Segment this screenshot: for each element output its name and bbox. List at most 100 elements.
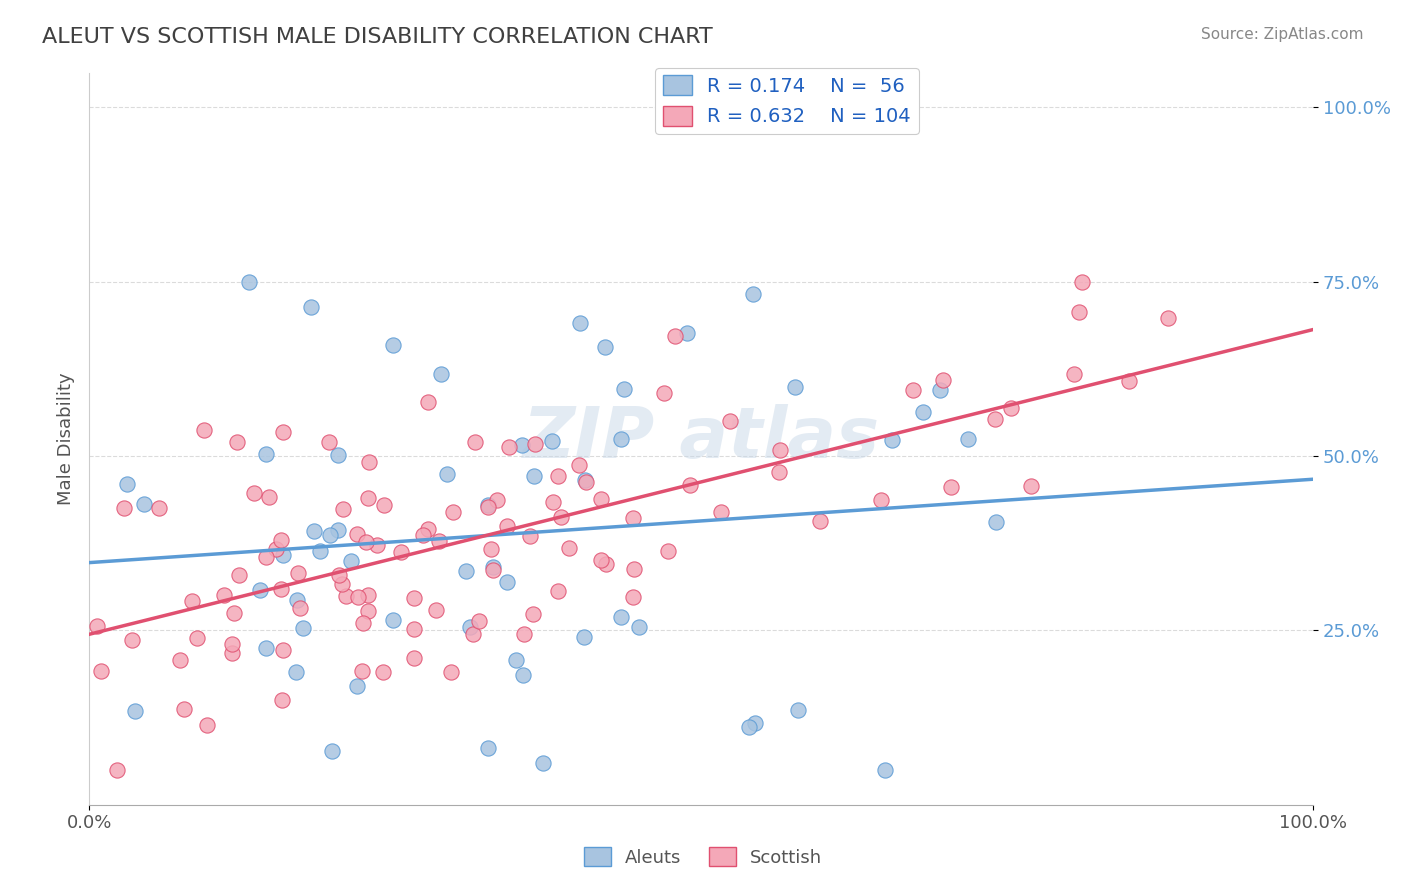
Point (318, 434, 340, 449)
Point (718, 414, 741, 428)
Point (498, 440, 520, 454)
Point (547, 469, 569, 483)
Point (254, 641, 277, 656)
Point (284, 665, 307, 679)
Point (124, 704, 146, 718)
Point (225, 434, 247, 449)
Point (1067, 304, 1090, 318)
Point (353, 615, 375, 630)
Point (288, 601, 311, 615)
Point (610, 610, 633, 624)
Point (461, 626, 484, 640)
Text: Source: ZipAtlas.com: Source: ZipAtlas.com (1201, 27, 1364, 42)
Point (254, 446, 277, 460)
Point (547, 583, 569, 598)
Point (1063, 368, 1085, 382)
Point (271, 693, 294, 707)
Point (481, 563, 503, 577)
Point (346, 590, 368, 604)
Point (270, 582, 292, 597)
Point (264, 541, 287, 556)
Point (328, 523, 350, 537)
Point (254, 549, 277, 564)
Point (496, 574, 519, 589)
Legend: R = 0.174    N =  56, R = 0.632    N = 104: R = 0.174 N = 56, R = 0.632 N = 104 (655, 68, 918, 134)
Point (440, 665, 463, 679)
Point (1118, 374, 1140, 388)
Point (550, 509, 572, 524)
Point (373, 498, 395, 512)
Point (412, 528, 434, 542)
Point (495, 519, 517, 533)
Point (357, 491, 380, 506)
Point (132, 497, 155, 511)
Point (519, 529, 541, 543)
Point (1157, 310, 1180, 325)
Point (595, 557, 617, 571)
Point (321, 744, 343, 758)
Point (357, 605, 380, 619)
Point (270, 533, 292, 547)
Point (482, 560, 505, 574)
Point (569, 317, 592, 331)
Point (589, 492, 612, 507)
Point (477, 500, 499, 514)
Point (148, 500, 170, 515)
Point (786, 703, 808, 717)
Point (242, 485, 264, 500)
Point (222, 606, 245, 620)
Point (436, 467, 458, 481)
Point (335, 590, 357, 604)
Point (354, 534, 377, 549)
Point (593, 340, 616, 354)
Point (425, 603, 447, 617)
Point (984, 412, 1007, 426)
Point (121, 633, 143, 648)
Point (373, 665, 395, 680)
Point (271, 549, 294, 563)
Point (117, 476, 139, 491)
Point (873, 763, 896, 777)
Point (574, 630, 596, 644)
Point (186, 632, 208, 646)
Point (173, 702, 195, 716)
Point (389, 545, 412, 559)
Point (939, 480, 962, 494)
Point (568, 458, 591, 472)
Point (654, 386, 676, 401)
Point (287, 566, 309, 581)
Point (328, 567, 350, 582)
Point (505, 653, 527, 667)
Point (195, 718, 218, 732)
Point (221, 637, 243, 651)
Text: ALEUT VS SCOTTISH MALE DISABILITY CORRELATION CHART: ALEUT VS SCOTTISH MALE DISABILITY CORREL… (42, 27, 713, 46)
Point (90, 665, 112, 679)
Point (112, 501, 135, 516)
Point (710, 505, 733, 519)
Point (510, 438, 533, 452)
Point (416, 522, 439, 536)
Point (675, 326, 697, 340)
Point (575, 475, 598, 490)
Point (304, 524, 326, 539)
Point (332, 501, 354, 516)
Point (402, 622, 425, 636)
Point (350, 665, 373, 679)
Point (468, 614, 491, 628)
Point (366, 538, 388, 552)
Text: ZIP atlas: ZIP atlas (523, 404, 880, 473)
Point (558, 541, 581, 555)
Point (623, 562, 645, 576)
Point (485, 493, 508, 508)
Point (621, 591, 644, 605)
Point (512, 668, 534, 682)
Point (402, 650, 425, 665)
Point (589, 553, 612, 567)
Point (1000, 401, 1022, 416)
Point (292, 621, 315, 635)
Point (193, 424, 215, 438)
Point (460, 620, 482, 634)
Point (271, 425, 294, 439)
Point (346, 679, 368, 693)
Point (214, 588, 236, 602)
